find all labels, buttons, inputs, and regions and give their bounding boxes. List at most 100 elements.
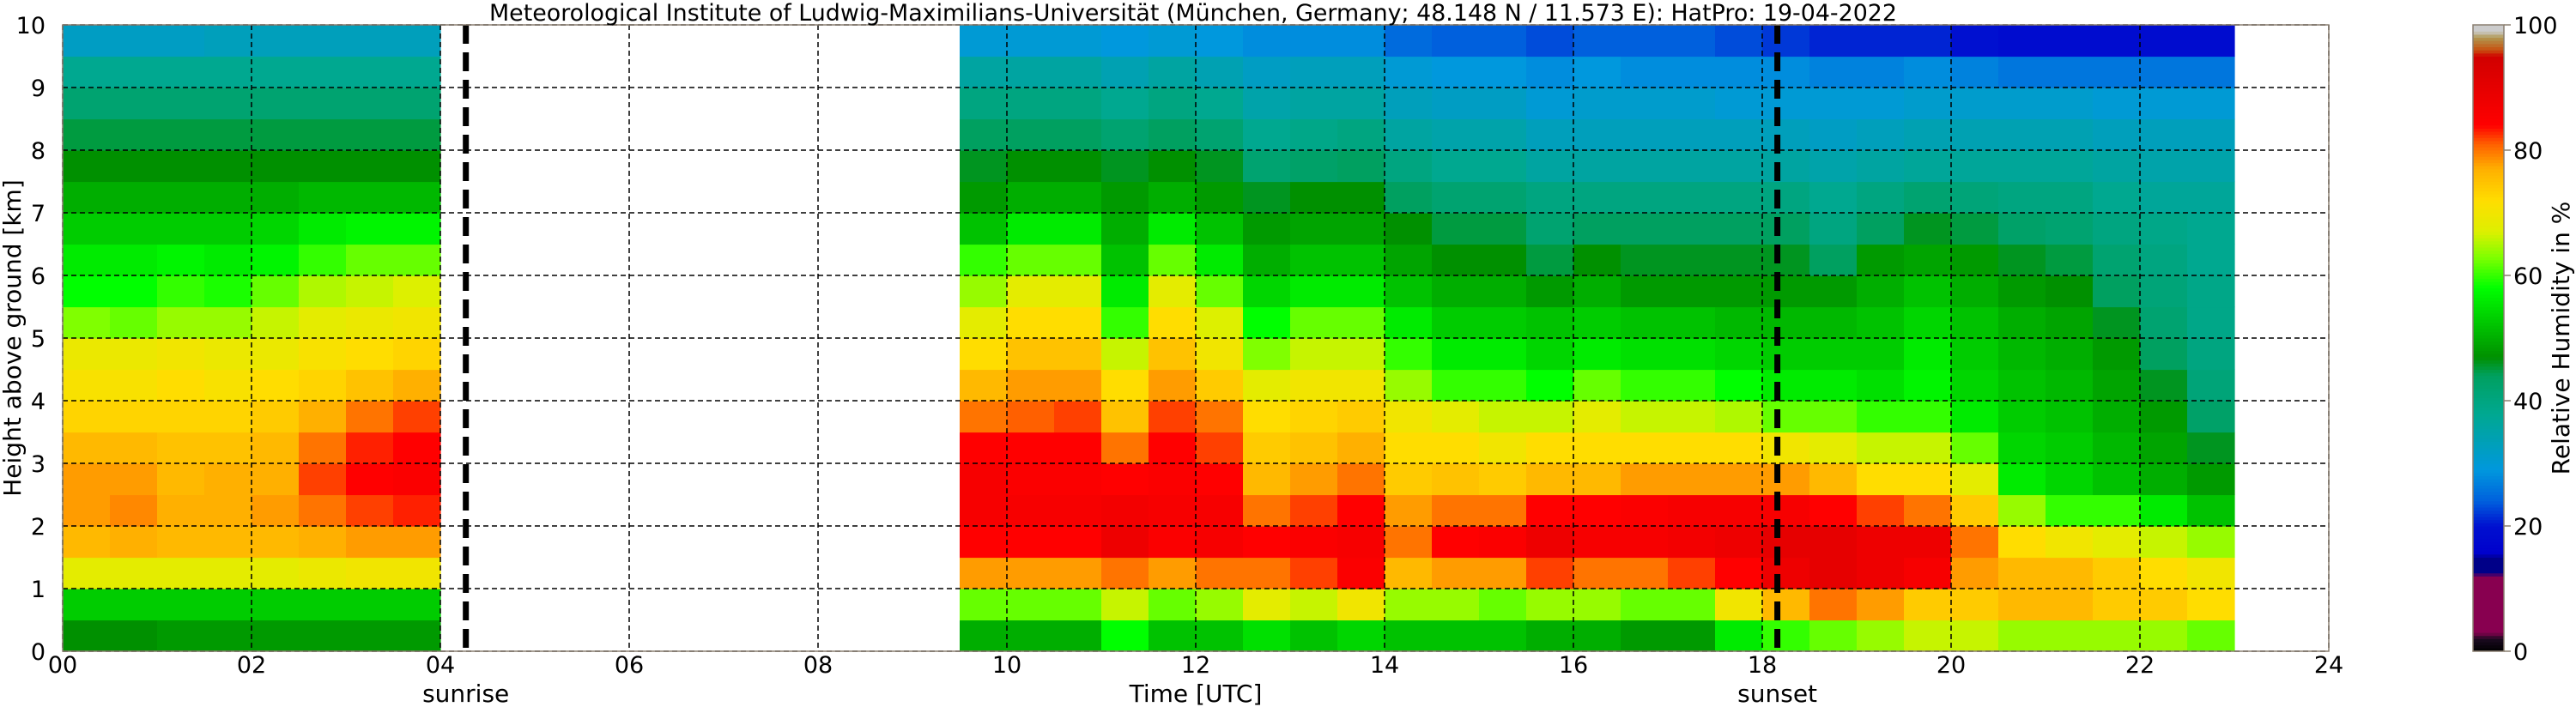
- x-tick-label: 22: [2125, 652, 2155, 679]
- x-tick-label: 10: [992, 652, 1021, 679]
- heatmap-cell: [960, 244, 1008, 276]
- heatmap-cell: [1432, 463, 1480, 496]
- heatmap-cell: [1998, 557, 2046, 589]
- heatmap-cell: [1101, 306, 1149, 339]
- heatmap-cell: [2046, 118, 2094, 151]
- heatmap-cell: [1196, 589, 1244, 621]
- heatmap-cell: [2093, 401, 2141, 433]
- heatmap-cell: [1526, 181, 1574, 214]
- heatmap-cell: [2093, 494, 2141, 527]
- heatmap-cell: [110, 463, 158, 496]
- heatmap-cell: [1857, 401, 1905, 433]
- heatmap-cell: [110, 118, 158, 151]
- colorbar-segment: [2473, 244, 2504, 248]
- heatmap-cell: [1573, 619, 1621, 652]
- colorbar-segment: [2473, 538, 2504, 542]
- heatmap-cell: [1385, 306, 1433, 339]
- heatmap-cell: [1479, 557, 1527, 589]
- colorbar-segment: [2473, 300, 2504, 305]
- heatmap-cell: [1809, 275, 1858, 308]
- heatmap-cell: [1998, 244, 2046, 276]
- heatmap-cell: [1904, 56, 1952, 88]
- heatmap-cell: [1196, 150, 1244, 183]
- colorbar-segment: [2473, 319, 2504, 323]
- heatmap-cell: [1149, 401, 1197, 433]
- heatmap-cell: [1998, 150, 2046, 183]
- heatmap-cell: [1196, 432, 1244, 464]
- heatmap-cell: [1668, 463, 1716, 496]
- colorbar-segment: [2473, 585, 2504, 589]
- colorbar-segment: [2473, 629, 2504, 633]
- heatmap-cell: [2140, 432, 2188, 464]
- heatmap-cell: [157, 557, 205, 589]
- colorbar-segment: [2473, 234, 2504, 239]
- heatmap-cell: [1762, 589, 1810, 621]
- colorbar-segment: [2473, 460, 2504, 464]
- colorbar-segment: [2473, 33, 2504, 39]
- heatmap-cell: [346, 338, 394, 371]
- colorbar-segment: [2473, 616, 2504, 620]
- heatmap-cell: [1337, 25, 1385, 57]
- colorbar-segment: [2473, 341, 2504, 345]
- colorbar-segment: [2473, 203, 2504, 208]
- heatmap-cell: [63, 213, 111, 245]
- heatmap-cell: [299, 494, 347, 527]
- colorbar-segment: [2473, 312, 2504, 317]
- heatmap-cell: [1007, 401, 1055, 433]
- heatmap-cell: [1479, 432, 1527, 464]
- heatmap-cell: [2046, 557, 2094, 589]
- heatmap-cell: [1432, 369, 1480, 402]
- colorbar-segment: [2473, 481, 2504, 486]
- heatmap-cell: [1054, 463, 1102, 496]
- heatmap-cell: [1054, 56, 1102, 88]
- heatmap-cell: [393, 338, 441, 371]
- heatmap-cell: [1007, 150, 1055, 183]
- heatmap-cell: [1007, 275, 1055, 308]
- heatmap-cell: [960, 118, 1008, 151]
- heatmap-cell: [1290, 432, 1338, 464]
- colorbar-segment: [2473, 591, 2504, 595]
- heatmap-cell: [1196, 181, 1244, 214]
- heatmap-cell: [2093, 369, 2141, 402]
- colorbar-segment: [2473, 419, 2504, 424]
- heatmap-cell: [1668, 181, 1716, 214]
- heatmap-cell: [2140, 589, 2188, 621]
- heatmap-cell: [1054, 306, 1102, 339]
- heatmap-cell: [1007, 306, 1055, 339]
- colorbar-segment: [2473, 122, 2504, 126]
- heatmap-cell: [110, 369, 158, 402]
- heatmap-cell: [299, 619, 347, 652]
- heatmap-cell: [1573, 463, 1621, 496]
- heatmap-cell: [1479, 118, 1527, 151]
- colorbar-segment: [2473, 579, 2504, 583]
- x-tick-labels: 00 02 04 06 08 10 12 14 16 18 20 22 24: [48, 652, 2343, 679]
- heatmap-cell: [1290, 557, 1338, 589]
- heatmap-cell: [1479, 338, 1527, 371]
- colorbar-segment: [2473, 238, 2504, 242]
- heatmap-cell: [1337, 432, 1385, 464]
- heatmap-cell: [346, 213, 394, 245]
- heatmap-cell: [1621, 244, 1669, 276]
- heatmap-cell: [1149, 150, 1197, 183]
- heatmap-cell: [1337, 88, 1385, 120]
- heatmap-cell: [1432, 494, 1480, 527]
- sunset-label: sunset: [1737, 680, 1817, 707]
- heatmap-cell: [157, 88, 205, 120]
- heatmap-cell: [63, 526, 111, 559]
- heatmap-cell: [2187, 213, 2235, 245]
- heatmap-cell: [1385, 181, 1433, 214]
- heatmap-cell: [960, 432, 1008, 464]
- heatmap-cell: [1715, 88, 1763, 120]
- heatmap-cell: [2140, 88, 2188, 120]
- colorbar-segment: [2473, 240, 2504, 245]
- heatmap-cell: [252, 244, 300, 276]
- heatmap-cell: [252, 306, 300, 339]
- heatmap-cell: [1998, 25, 2046, 57]
- colorbar-segment: [2473, 124, 2504, 129]
- heatmap-cell: [1290, 306, 1338, 339]
- heatmap-cell: [346, 244, 394, 276]
- heatmap-cell: [2046, 589, 2094, 621]
- heatmap-cell: [1479, 56, 1527, 88]
- heatmap-cell: [1526, 589, 1574, 621]
- heatmap-cell: [1998, 369, 2046, 402]
